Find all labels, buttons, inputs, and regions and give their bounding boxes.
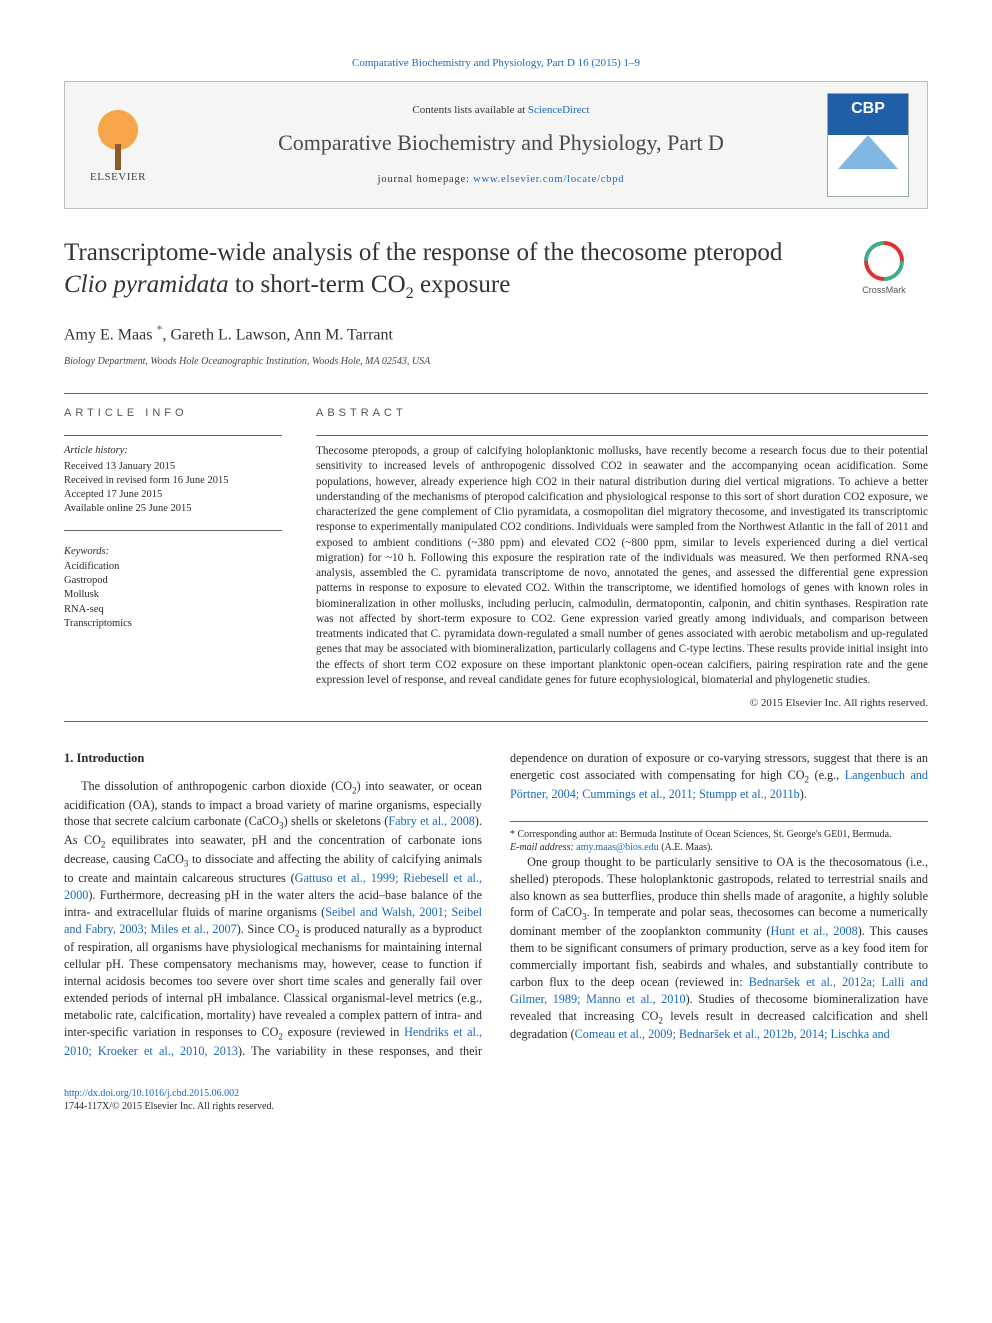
- citation-link[interactable]: Langenbuch and Pörtner, 2004; Cummings e…: [510, 768, 928, 801]
- citation-link[interactable]: Gattuso et al., 1999; Riebesell et al., …: [64, 871, 482, 902]
- keyword: Gastropod: [64, 574, 282, 588]
- title-part-2: to short-term CO: [229, 271, 406, 298]
- corresponding-note: * Corresponding author at: Bermuda Insti…: [510, 828, 928, 841]
- homepage-link[interactable]: www.elsevier.com/locate/cbpd: [473, 174, 624, 185]
- article-info-column: ARTICLE INFO Article history: Received 1…: [64, 406, 282, 712]
- keyword: Mollusk: [64, 588, 282, 602]
- keyword: Transcriptomics: [64, 617, 282, 631]
- running-header: Comparative Biochemistry and Physiology,…: [64, 56, 928, 71]
- citation-link[interactable]: Hendriks et al., 2010; Kroeker et al., 2…: [64, 1025, 482, 1058]
- email-label: E-mail address:: [510, 842, 574, 853]
- history-revised: Received in revised form 16 June 2015: [64, 474, 282, 488]
- corresponding-star-link[interactable]: *: [156, 322, 162, 336]
- citation-link[interactable]: Bednaršek et al., 2012a; Lalli and Gilme…: [510, 975, 928, 1006]
- article-info-heading: ARTICLE INFO: [64, 406, 282, 421]
- crossmark-label: CrossMark: [862, 284, 906, 297]
- divider: [64, 721, 928, 722]
- corresponding-email[interactable]: amy.maas@bios.edu: [576, 842, 658, 853]
- issn-line: 1744-117X/© 2015 Elsevier Inc. All right…: [64, 1100, 928, 1113]
- body-columns: 1. Introduction The dissolution of anthr…: [64, 750, 928, 1059]
- body-paragraph: One group thought to be particularly sen…: [510, 854, 928, 1043]
- homepage-prefix: journal homepage:: [378, 174, 473, 185]
- keywords-label: Keywords:: [64, 545, 282, 560]
- citation-link[interactable]: Hunt et al., 2008: [770, 924, 857, 938]
- cover-badge: CBP: [851, 98, 885, 120]
- running-header-link[interactable]: Comparative Biochemistry and Physiology,…: [352, 57, 640, 69]
- abstract-heading: ABSTRACT: [316, 406, 928, 421]
- title-part-3: exposure: [414, 271, 511, 298]
- divider: [64, 393, 928, 394]
- elsevier-logo: ELSEVIER: [75, 95, 161, 195]
- keyword: RNA-seq: [64, 603, 282, 617]
- article-title: Transcriptome-wide analysis of the respo…: [64, 237, 928, 303]
- authors-line: Amy E. Maas *, Gareth L. Lawson, Ann M. …: [64, 321, 928, 347]
- email-who: (A.E. Maas).: [661, 842, 713, 853]
- journal-title: Comparative Biochemistry and Physiology,…: [175, 128, 827, 159]
- cover-triangle-icon: [838, 135, 898, 169]
- sciencedirect-link[interactable]: ScienceDirect: [528, 104, 590, 116]
- doi-link[interactable]: http://dx.doi.org/10.1016/j.cbd.2015.06.…: [64, 1088, 239, 1099]
- abstract-text: Thecosome pteropods, a group of calcifyi…: [316, 444, 928, 688]
- contents-prefix: Contents lists available at: [412, 104, 527, 116]
- abstract-column: ABSTRACT Thecosome pteropods, a group of…: [316, 406, 928, 712]
- page-footer: http://dx.doi.org/10.1016/j.cbd.2015.06.…: [64, 1087, 928, 1113]
- history-accepted: Accepted 17 June 2015: [64, 488, 282, 502]
- history-label: Article history:: [64, 444, 282, 459]
- footnote-block: * Corresponding author at: Bermuda Insti…: [510, 821, 928, 854]
- journal-cover-thumb: CBP: [827, 93, 909, 197]
- journal-header-panel: ELSEVIER Contents lists available at Sci…: [64, 81, 928, 209]
- history-online: Available online 25 June 2015: [64, 502, 282, 516]
- elsevier-tree-icon: [88, 106, 148, 166]
- affiliation: Biology Department, Woods Hole Oceanogra…: [64, 355, 928, 369]
- title-sub: 2: [406, 284, 414, 302]
- title-species: Clio pyramidata: [64, 271, 229, 298]
- citation-link[interactable]: Comeau et al., 2009; Bednaršek et al., 2…: [575, 1027, 890, 1041]
- history-received: Received 13 January 2015: [64, 460, 282, 474]
- citation-link[interactable]: Fabry et al., 2008: [388, 814, 475, 828]
- section-heading: 1. Introduction: [64, 750, 482, 767]
- abstract-copyright: © 2015 Elsevier Inc. All rights reserved…: [316, 696, 928, 711]
- crossmark-icon: [856, 233, 913, 290]
- elsevier-label: ELSEVIER: [90, 170, 146, 185]
- contents-line: Contents lists available at ScienceDirec…: [175, 103, 827, 118]
- keyword: Acidification: [64, 560, 282, 574]
- crossmark-button[interactable]: CrossMark: [840, 241, 928, 297]
- title-part-1: Transcriptome-wide analysis of the respo…: [64, 239, 782, 266]
- citation-link[interactable]: Seibel and Walsh, 2001; Seibel and Fabry…: [64, 905, 482, 936]
- homepage-line: journal homepage: www.elsevier.com/locat…: [175, 173, 827, 188]
